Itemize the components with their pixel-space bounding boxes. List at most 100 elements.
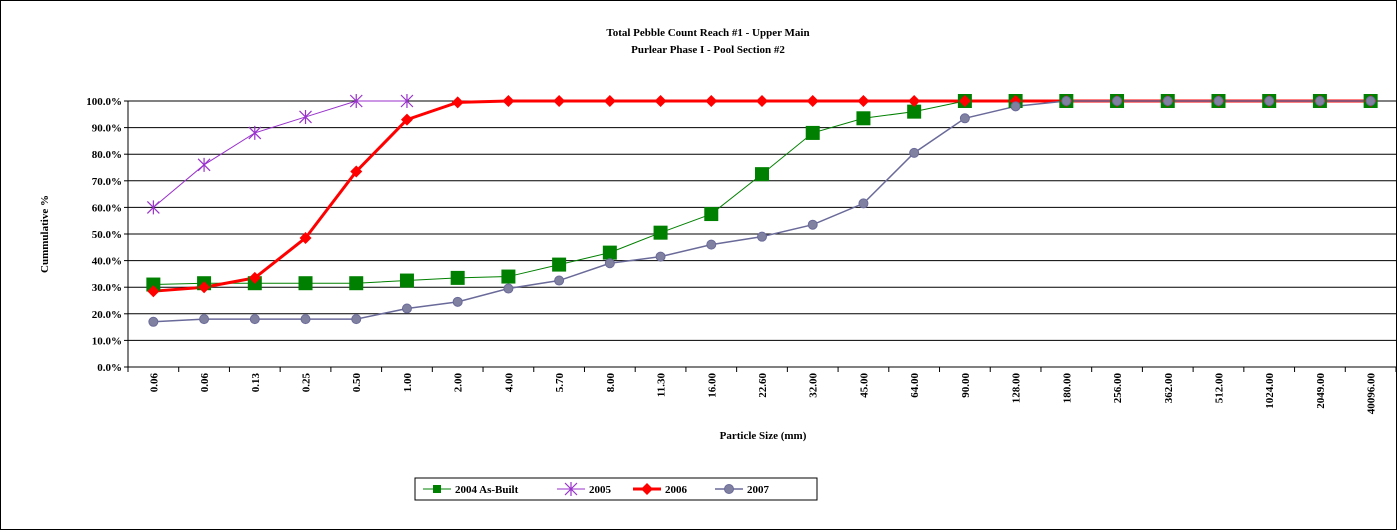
x-tick-label: 5.70 <box>554 373 566 393</box>
marker <box>653 225 668 240</box>
marker <box>856 111 871 126</box>
y-tick-label: 70.0% <box>92 176 122 188</box>
marker <box>400 113 413 126</box>
marker <box>147 285 160 298</box>
marker <box>349 94 363 108</box>
y-tick-label: 30.0% <box>92 282 122 294</box>
x-tick-label: 2049.00 <box>1315 373 1327 409</box>
marker <box>641 483 653 495</box>
marker <box>907 104 922 119</box>
marker <box>564 482 578 496</box>
marker <box>704 207 719 222</box>
y-tick-label: 20.0% <box>92 309 122 321</box>
marker <box>199 314 210 325</box>
marker <box>806 95 819 107</box>
x-tick-label: 362.00 <box>1163 373 1175 404</box>
x-tick-label: 40096.00 <box>1366 373 1378 415</box>
marker <box>248 271 261 284</box>
marker <box>298 276 313 291</box>
marker <box>909 147 920 158</box>
marker <box>655 251 666 262</box>
marker <box>351 314 362 325</box>
marker <box>805 125 820 140</box>
marker <box>503 283 514 294</box>
x-axis-label: Particle Size (mm) <box>720 430 807 442</box>
y-tick-label: 60.0% <box>92 202 122 214</box>
y-tick-label: 0.0% <box>97 362 122 374</box>
marker <box>756 95 768 107</box>
marker <box>198 281 211 294</box>
legend-label: 2007 <box>747 484 770 496</box>
marker <box>724 484 734 494</box>
y-tick-label: 10.0% <box>92 335 122 347</box>
marker <box>146 277 161 292</box>
marker <box>1365 96 1376 106</box>
marker <box>299 231 312 244</box>
marker <box>146 200 160 215</box>
marker <box>300 314 311 325</box>
series-line <box>153 100 407 208</box>
x-tick-label: 64.00 <box>909 373 921 398</box>
x-tick-label: 180.00 <box>1061 373 1073 404</box>
marker <box>857 95 870 107</box>
marker <box>705 95 718 107</box>
marker <box>433 485 441 493</box>
marker <box>401 303 412 314</box>
marker <box>197 157 211 172</box>
marker <box>1112 96 1123 106</box>
chart-title: Total Pebble Count Reach #1 - Upper Main <box>606 27 809 39</box>
marker <box>755 167 769 182</box>
marker <box>452 296 463 307</box>
marker <box>1213 96 1224 106</box>
marker <box>959 113 970 124</box>
marker <box>1264 96 1275 106</box>
x-tick-label: 2.00 <box>453 373 465 393</box>
marker <box>807 219 818 230</box>
marker <box>552 257 567 272</box>
marker <box>451 96 464 109</box>
marker <box>604 258 615 269</box>
marker <box>501 269 516 284</box>
marker <box>1061 96 1072 106</box>
legend: 2004 As-Built 2005 2006 2007 <box>414 477 818 501</box>
marker <box>654 95 667 107</box>
x-tick-label: 128.00 <box>1011 373 1023 404</box>
x-tick-label: 22.60 <box>757 373 769 398</box>
marker <box>603 95 616 107</box>
marker <box>553 95 566 107</box>
marker <box>706 239 717 250</box>
x-tick-label: 8.00 <box>605 373 617 393</box>
marker <box>1010 101 1021 112</box>
legend-label: 2005 <box>589 484 612 496</box>
legend-label: 2004 As-Built <box>455 484 519 496</box>
x-tick-label: 11.30 <box>656 373 668 398</box>
x-tick-label: 4.00 <box>503 373 515 393</box>
marker <box>1162 96 1173 106</box>
marker <box>249 314 260 325</box>
marker <box>349 276 364 291</box>
y-tick-label: 90.0% <box>92 123 122 135</box>
x-tick-label: 0.06 <box>148 373 160 393</box>
y-axis-label: Cummulative % <box>39 195 51 273</box>
marker <box>1314 96 1325 106</box>
x-tick-label: 512.00 <box>1213 373 1225 404</box>
chart-subtitle: Purlear Phase I - Pool Section #2 <box>631 44 785 56</box>
x-tick-label: 16.00 <box>706 373 718 398</box>
marker <box>400 94 414 108</box>
x-tick-label: 1.00 <box>402 373 414 393</box>
y-tick-label: 100.0% <box>86 96 122 108</box>
marker <box>502 95 515 107</box>
x-tick-label: 90.00 <box>960 373 972 398</box>
x-tick-label: 1024.00 <box>1264 373 1276 409</box>
marker <box>350 165 363 178</box>
marker <box>908 95 921 107</box>
x-tick-label: 0.50 <box>351 373 363 393</box>
legend-label: 2006 <box>665 484 688 496</box>
marker <box>958 95 971 107</box>
marker <box>450 270 465 285</box>
x-tick-label: 45.00 <box>858 373 870 398</box>
x-tick-label: 32.00 <box>808 373 820 398</box>
